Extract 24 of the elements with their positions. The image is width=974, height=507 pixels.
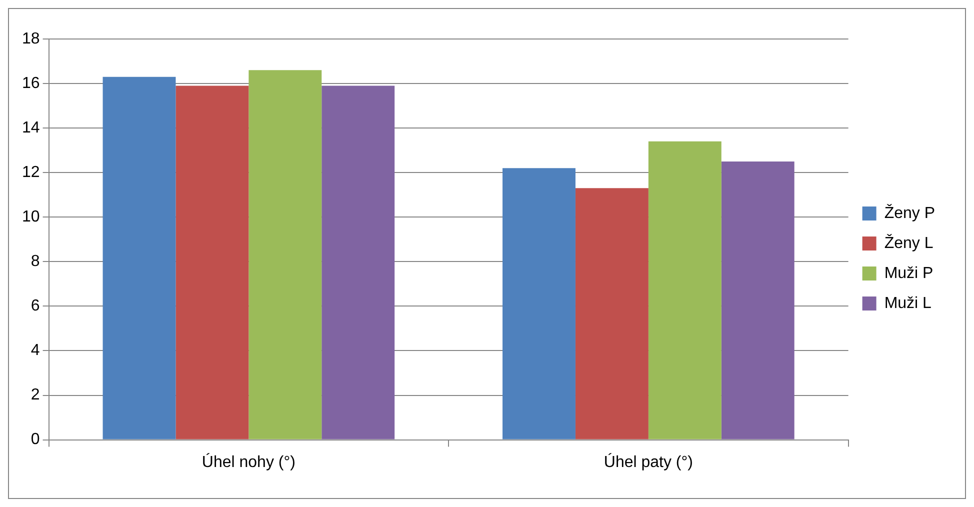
y-tick-label: 18 — [22, 30, 40, 48]
y-tick-label: 10 — [22, 208, 40, 226]
bar — [502, 168, 576, 440]
y-tick-label: 12 — [22, 164, 40, 182]
bar — [721, 161, 794, 440]
y-tick-label: 16 — [22, 74, 40, 92]
bar — [176, 86, 249, 440]
y-tick-label: 6 — [30, 298, 40, 315]
legend-label: Ženy L — [884, 234, 934, 252]
y-tick-label: 14 — [22, 119, 40, 136]
bar — [575, 188, 648, 440]
legend-label: Muži L — [884, 294, 932, 312]
y-tick-label: 4 — [30, 342, 40, 360]
bar — [322, 86, 395, 440]
legend-label: Ženy P — [884, 204, 935, 222]
x-tick-label: Úhel nohy (°) — [202, 452, 296, 471]
bar — [102, 76, 176, 440]
y-tick-label: 2 — [30, 386, 40, 404]
bar — [248, 70, 322, 440]
x-tick-label: Úhel paty (°) — [604, 452, 693, 471]
y-tick-label: 8 — [30, 253, 40, 270]
legend-label: Muži P — [884, 264, 934, 282]
bar — [648, 141, 722, 440]
y-tick-label: 0 — [30, 431, 40, 448]
